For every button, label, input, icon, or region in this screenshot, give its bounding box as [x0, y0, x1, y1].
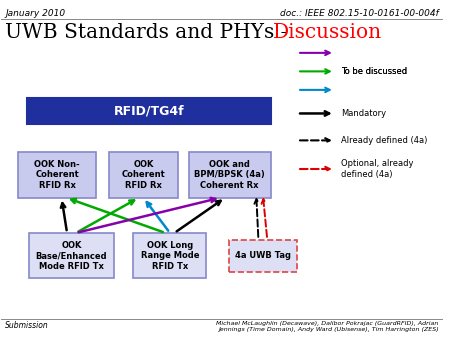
Text: OOK Long
Range Mode
RFID Tx: OOK Long Range Mode RFID Tx: [141, 241, 199, 271]
FancyBboxPatch shape: [229, 240, 297, 272]
Text: Discussion: Discussion: [273, 23, 382, 42]
Text: RFID/TG4f: RFID/TG4f: [113, 104, 184, 117]
Text: Submission: Submission: [5, 321, 49, 330]
Text: Optional, already
defined (4a): Optional, already defined (4a): [342, 159, 414, 179]
Text: OOK and
BPM/BPSK (4a)
Coherent Rx: OOK and BPM/BPSK (4a) Coherent Rx: [194, 160, 265, 190]
Text: UWB Standards and PHYs -: UWB Standards and PHYs -: [5, 23, 294, 42]
Text: Already defined (4a): Already defined (4a): [342, 136, 428, 145]
FancyBboxPatch shape: [189, 152, 270, 198]
Text: OOK
Base/Enhanced
Mode RFID Tx: OOK Base/Enhanced Mode RFID Tx: [36, 241, 107, 271]
Text: To be discussed: To be discussed: [342, 67, 408, 76]
Text: OOK
Coherent
RFID Rx: OOK Coherent RFID Rx: [122, 160, 165, 190]
Text: OOK Non-
Coherent
RFID Rx: OOK Non- Coherent RFID Rx: [34, 160, 80, 190]
Text: 4a UWB Tag: 4a UWB Tag: [235, 251, 291, 260]
Text: To be discussed: To be discussed: [342, 67, 408, 76]
Text: January 2010: January 2010: [5, 9, 65, 18]
Text: Michael McLaughlin (Decawave), Dalibor Pokrajac (GuardRFID), Adrian
Jennings (Ti: Michael McLaughlin (Decawave), Dalibor P…: [216, 321, 439, 332]
FancyBboxPatch shape: [29, 233, 113, 279]
FancyBboxPatch shape: [18, 152, 96, 198]
FancyBboxPatch shape: [134, 233, 207, 279]
FancyBboxPatch shape: [109, 152, 178, 198]
Text: Mandatory: Mandatory: [342, 109, 387, 118]
FancyBboxPatch shape: [27, 98, 270, 124]
Text: doc.: IEEE 802.15-10-0161-00-004f: doc.: IEEE 802.15-10-0161-00-004f: [280, 9, 439, 18]
